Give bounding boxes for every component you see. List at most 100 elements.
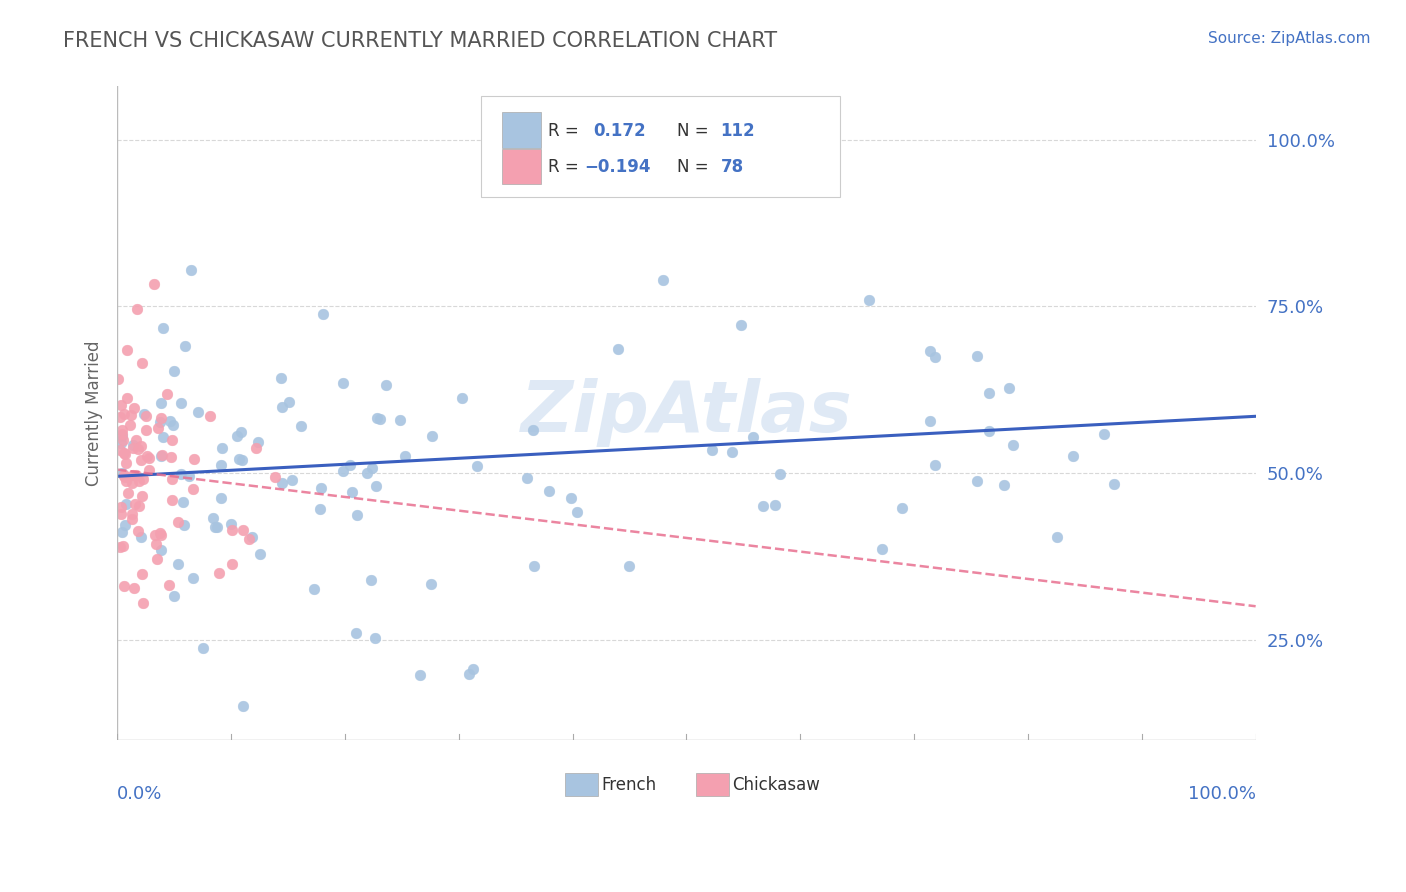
Point: [890, 500, 912, 515]
Point: [231, 453, 253, 467]
Point: [149, 525, 172, 540]
Point: [112, 579, 135, 593]
Point: [111, 429, 134, 443]
Point: [149, 542, 172, 557]
Point: [652, 273, 675, 287]
Point: [183, 451, 205, 466]
Point: [152, 430, 174, 444]
Point: [132, 596, 155, 610]
Point: [114, 474, 136, 488]
FancyBboxPatch shape: [481, 96, 841, 197]
Point: [111, 423, 134, 437]
Point: [271, 475, 294, 490]
Point: [162, 418, 184, 433]
Point: [522, 423, 544, 437]
Point: [993, 477, 1015, 491]
Point: [127, 524, 149, 539]
Point: [339, 458, 361, 473]
Point: [114, 447, 136, 461]
Point: [143, 528, 166, 542]
Point: [209, 458, 232, 472]
FancyBboxPatch shape: [502, 149, 541, 185]
Point: [219, 517, 242, 532]
Point: [115, 392, 138, 406]
Point: [264, 470, 287, 484]
Point: [537, 483, 560, 498]
Point: [344, 626, 367, 640]
Point: [229, 425, 252, 440]
Point: [131, 452, 153, 467]
Point: [232, 523, 254, 537]
Point: [152, 321, 174, 335]
Point: [121, 508, 143, 522]
Point: [135, 449, 157, 463]
Point: [172, 495, 194, 509]
Point: [1092, 427, 1115, 442]
Point: [924, 458, 946, 473]
Point: [364, 479, 387, 493]
Point: [160, 450, 183, 465]
Point: [142, 277, 165, 292]
Point: [110, 399, 132, 413]
Point: [149, 450, 172, 464]
Point: [1062, 450, 1084, 464]
FancyBboxPatch shape: [565, 772, 598, 797]
Point: [977, 425, 1000, 439]
Point: [394, 449, 416, 463]
Point: [751, 499, 773, 513]
Point: [332, 376, 354, 391]
Point: [117, 486, 139, 500]
Point: [211, 441, 233, 455]
Point: [111, 427, 134, 442]
Point: [129, 439, 152, 453]
Point: [124, 497, 146, 511]
Point: [200, 409, 222, 423]
Point: [145, 537, 167, 551]
Point: [163, 364, 186, 378]
Point: [170, 396, 193, 410]
Point: [370, 411, 392, 425]
Point: [163, 589, 186, 603]
Text: −0.194: −0.194: [583, 159, 651, 177]
Point: [121, 476, 143, 491]
FancyBboxPatch shape: [502, 112, 541, 148]
Point: [311, 306, 333, 320]
Point: [208, 566, 231, 580]
Text: French: French: [600, 776, 657, 794]
Point: [138, 463, 160, 477]
Point: [363, 632, 385, 646]
Point: [409, 667, 432, 681]
Point: [125, 301, 148, 316]
Point: [110, 442, 132, 457]
Point: [730, 318, 752, 333]
Point: [742, 430, 765, 444]
Point: [209, 491, 232, 505]
Point: [270, 371, 292, 385]
Text: N =: N =: [678, 159, 709, 177]
Point: [221, 558, 243, 572]
Point: [281, 474, 304, 488]
Point: [121, 512, 143, 526]
Point: [180, 263, 202, 277]
Point: [160, 433, 183, 447]
Point: [129, 530, 152, 544]
Point: [108, 410, 131, 425]
Point: [721, 445, 744, 459]
Point: [191, 640, 214, 655]
Point: [516, 471, 538, 485]
Text: R =: R =: [547, 122, 578, 140]
Point: [149, 528, 172, 542]
Point: [132, 471, 155, 485]
Point: [290, 419, 312, 434]
Point: [114, 456, 136, 470]
Point: [309, 481, 332, 495]
Text: 112: 112: [720, 122, 755, 140]
Point: [110, 435, 132, 450]
Text: 100.0%: 100.0%: [1188, 785, 1256, 804]
Point: [920, 414, 942, 428]
Point: [366, 410, 388, 425]
Point: [204, 519, 226, 533]
Point: [565, 505, 588, 519]
Point: [181, 483, 204, 497]
Point: [135, 423, 157, 437]
